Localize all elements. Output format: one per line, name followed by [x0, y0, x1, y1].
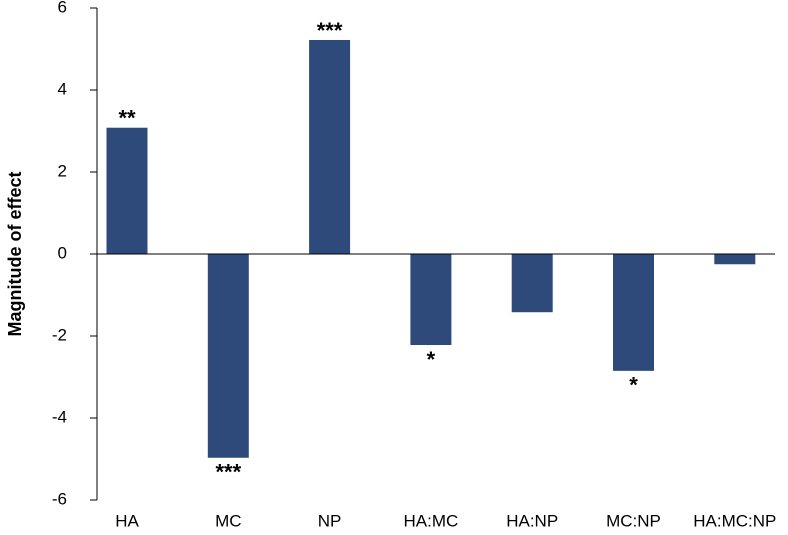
x-tick-label: HA:MC [404, 511, 459, 530]
x-tick-label: MC [215, 511, 241, 530]
x-tick-label: HA:MC:NP [693, 511, 776, 530]
x-tick-label: MC:NP [606, 511, 661, 530]
significance-label: * [629, 373, 638, 398]
significance-label: *** [317, 18, 343, 43]
bar [106, 127, 148, 254]
bar [207, 254, 249, 458]
x-tick-label: HA:NP [506, 511, 558, 530]
y-tick-label: 2 [58, 161, 67, 180]
significance-label: * [427, 347, 436, 372]
significance-label: *** [215, 460, 241, 485]
significance-label: ** [118, 106, 136, 131]
y-tick-label: 4 [58, 79, 67, 98]
bar [613, 254, 654, 371]
y-tick-label: -4 [52, 407, 67, 426]
y-axis-title: Magnitude of effect [5, 171, 25, 336]
x-tick-label: HA [115, 511, 139, 530]
bar [410, 254, 452, 346]
x-tick-label: NP [318, 511, 342, 530]
bar [714, 254, 756, 265]
y-tick-label: -2 [52, 325, 67, 344]
bar [511, 254, 553, 313]
y-tick-label: 0 [58, 243, 67, 262]
bar [309, 39, 351, 255]
y-tick-label: -6 [52, 489, 67, 508]
y-tick-label: 6 [58, 0, 67, 16]
